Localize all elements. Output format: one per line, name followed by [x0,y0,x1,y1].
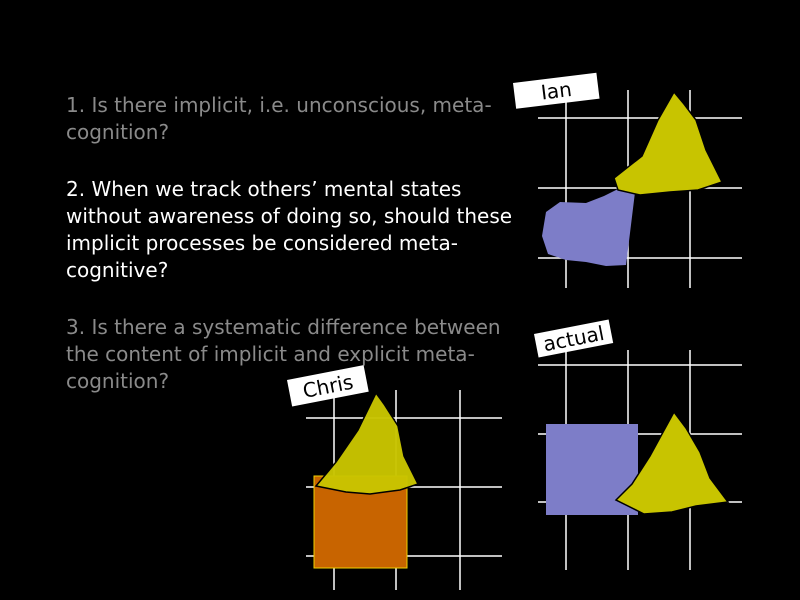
ian-panel: Ian [513,72,742,288]
ian-label: Ian [513,72,600,109]
question-2: 2. When we track others’ mental states w… [66,177,513,282]
chris-label: Chris [287,365,369,407]
chris-panel: Chris [287,365,502,590]
ian-blue-shape [542,184,636,266]
svg-text:actual: actual [541,321,606,356]
actual-yellow-shape [614,410,730,515]
actual-panel: actual [534,319,742,570]
svg-text:Ian: Ian [540,77,574,105]
question-3: 3. Is there a systematic difference betw… [66,315,501,393]
ian-yellow-shape [613,90,724,196]
question-1: 1. Is there implicit, i.e. unconscious, … [66,93,492,144]
actual-label: actual [534,319,614,358]
chris-yellow-shape [314,391,420,495]
svg-text:Chris: Chris [301,370,355,403]
